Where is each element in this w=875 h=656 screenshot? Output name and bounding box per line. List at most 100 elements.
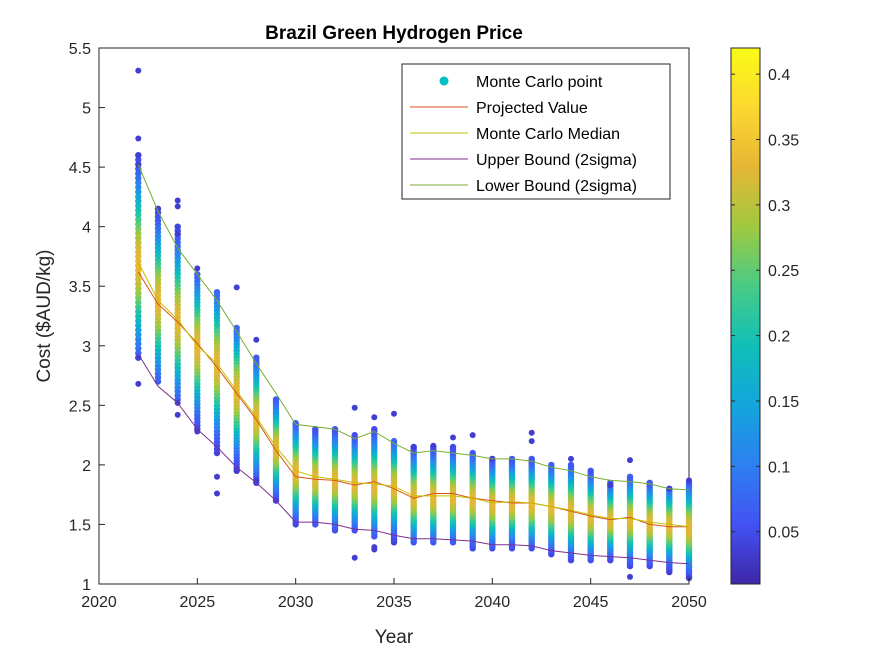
y-tick-label: 2 [82, 458, 91, 475]
monte-carlo-point [135, 290, 142, 297]
monte-carlo-point [135, 188, 142, 196]
series-lines [137, 164, 690, 565]
legend: Monte Carlo point Projected Value Monte Ca… [401, 63, 671, 200]
monte-carlo-point [449, 443, 457, 451]
monte-carlo-outlier [469, 432, 476, 439]
monte-carlo-point [135, 271, 142, 279]
x-tick-label: 2045 [573, 594, 609, 611]
monte-carlo-point [371, 426, 378, 433]
y-tick-label: 5.5 [69, 41, 91, 58]
monte-carlo-point [567, 461, 575, 469]
x-tick-label: 2025 [180, 594, 216, 611]
monte-carlo-point [135, 170, 142, 177]
series-line-upper-bound-2sigma [137, 353, 690, 565]
monte-carlo-outlier [430, 442, 437, 449]
monte-carlo-outlier [627, 457, 633, 464]
monte-carlo-point [135, 211, 142, 219]
monte-carlo-outlier [351, 554, 358, 561]
monte-carlo-outlier [194, 265, 201, 272]
monte-carlo-point [135, 336, 142, 343]
x-axis-label: Year [375, 627, 414, 648]
monte-carlo-point [135, 221, 142, 228]
monte-carlo-outlier [233, 284, 240, 291]
x-tick-label: 2035 [376, 594, 412, 611]
monte-carlo-outlier [410, 444, 417, 450]
y-tick-label: 3.5 [69, 279, 91, 296]
monte-carlo-outlier [214, 473, 220, 480]
monte-carlo-outlier [174, 197, 181, 204]
chart-title: Brazil Green Hydrogen Price [265, 23, 523, 44]
monte-carlo-point [135, 262, 142, 269]
monte-carlo-point [253, 354, 260, 361]
y-tick-label: 4.5 [69, 160, 91, 177]
colorbar-gradient [730, 47, 761, 585]
monte-carlo-point [135, 216, 142, 223]
colorbar-tick-label: 0.3 [768, 198, 790, 215]
colorbar-tick-label: 0.15 [768, 394, 799, 411]
monte-carlo-outlier [528, 438, 535, 445]
monte-carlo-point [135, 349, 142, 357]
monte-carlo-point [135, 225, 142, 232]
x-axis: 2020 2025 2030 2035 2040 2045 2050 [81, 578, 707, 611]
legend-marker [439, 76, 449, 86]
monte-carlo-point [135, 299, 142, 306]
monte-carlo-point [135, 322, 142, 329]
monte-carlo-point [135, 202, 142, 209]
monte-carlo-point [626, 473, 634, 480]
monte-carlo-outlier [351, 404, 358, 411]
colorbar-tick-label: 0.35 [768, 133, 799, 150]
monte-carlo-outlier [391, 410, 397, 417]
monte-carlo-point [135, 156, 142, 163]
monte-carlo-points [135, 67, 693, 582]
monte-carlo-outlier [214, 490, 220, 497]
legend-entry: Projected Value [476, 100, 588, 117]
monte-carlo-outlier [135, 152, 142, 159]
y-tick-label: 1 [82, 577, 91, 594]
colorbar-tick-label: 0.25 [768, 263, 799, 280]
x-tick-label: 2050 [671, 594, 707, 611]
monte-carlo-outlier [174, 230, 181, 237]
monte-carlo-point [135, 313, 142, 320]
colorbar-tick-label: 0.05 [768, 525, 799, 542]
monte-carlo-point [135, 276, 142, 283]
monte-carlo-outlier [174, 411, 181, 418]
legend-entry: Lower Bound (2sigma) [476, 178, 637, 195]
monte-carlo-point [135, 280, 142, 288]
monte-carlo-point [213, 289, 221, 296]
monte-carlo-point [135, 175, 142, 182]
x-tick-label: 2030 [278, 594, 314, 611]
monte-carlo-point [135, 317, 142, 325]
series-line-monte-carlo-median [137, 262, 690, 528]
monte-carlo-point [174, 223, 181, 230]
legend-entry: Upper Bound (2sigma) [476, 152, 637, 169]
monte-carlo-outlier [371, 544, 378, 551]
monte-carlo-point [135, 267, 142, 274]
monte-carlo-point [135, 345, 142, 352]
monte-carlo-outlier [135, 135, 142, 142]
colorbar-tick-label: 0.1 [768, 459, 790, 476]
monte-carlo-point [135, 198, 142, 205]
monte-carlo-point [528, 455, 535, 463]
monte-carlo-point [135, 294, 142, 302]
monte-carlo-outlier [450, 434, 456, 441]
y-axis: 1 1.5 2 2.5 3 3.5 4 4.5 5 5.5 [69, 41, 105, 594]
monte-carlo-outlier [528, 429, 535, 436]
monte-carlo-outlier [253, 336, 260, 343]
monte-carlo-point [135, 253, 142, 260]
y-tick-label: 1.5 [69, 517, 91, 534]
legend-box [401, 63, 671, 200]
monte-carlo-point [135, 193, 142, 200]
y-tick-label: 5 [82, 101, 91, 118]
monte-carlo-point [135, 248, 142, 255]
y-axis-label: Cost ($AUD/kg) [34, 249, 55, 382]
monte-carlo-outlier [568, 455, 574, 462]
monte-carlo-point [135, 285, 142, 292]
colorbar-tick-label: 0.2 [768, 329, 790, 346]
y-tick-label: 2.5 [69, 398, 91, 415]
monte-carlo-point [135, 331, 142, 338]
colorbar: 0.05 0.1 0.15 0.2 0.25 0.3 0.35 0.4 [730, 47, 799, 585]
monte-carlo-point [587, 467, 594, 474]
y-tick-label: 3 [82, 339, 91, 356]
colorbar-tick-label: 0.4 [768, 67, 790, 84]
monte-carlo-outlier [371, 414, 378, 421]
